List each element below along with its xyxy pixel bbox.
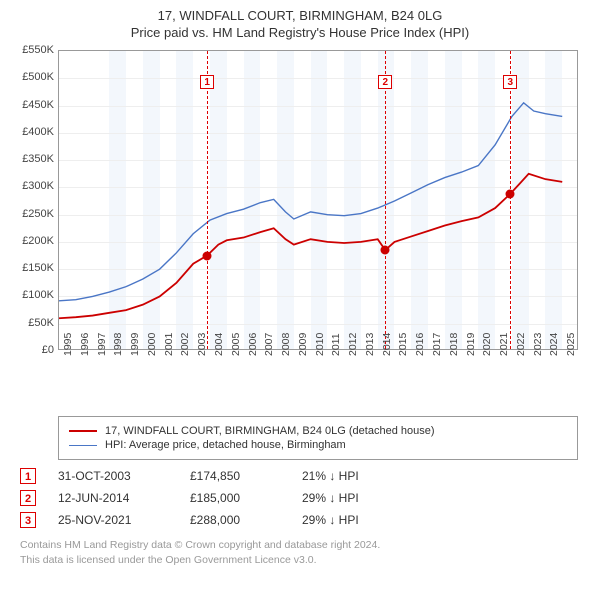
chart-container: 17, WINDFALL COURT, BIRMINGHAM, B24 0LG …	[0, 0, 600, 575]
xtick-label: 2017	[431, 333, 443, 356]
sale-marker-dot	[381, 246, 390, 255]
title-line2: Price paid vs. HM Land Registry's House …	[10, 25, 590, 40]
xtick-label: 2025	[565, 333, 577, 356]
legend-label: HPI: Average price, detached house, Birm…	[105, 439, 346, 451]
series-hpi	[59, 103, 562, 301]
legend-swatch	[69, 445, 97, 446]
sale-marker-dot	[203, 251, 212, 260]
sales-diff: 29% ↓ HPI	[302, 491, 359, 505]
sales-table: 1 31-OCT-2003 £174,850 21% ↓ HPI 2 12-JUN-201…	[20, 468, 590, 528]
sales-diff: 21% ↓ HPI	[302, 469, 359, 483]
xtick-label: 2012	[347, 333, 359, 356]
sale-marker-line	[385, 51, 386, 349]
attribution-line2: This data is licensed under the Open Gov…	[20, 553, 590, 568]
xtick-label: 2024	[548, 333, 560, 356]
xtick-label: 2003	[196, 333, 208, 356]
xtick-label: 2014	[381, 333, 393, 356]
xtick-label: 2000	[146, 333, 158, 356]
ytick-label: £150K	[10, 262, 54, 274]
xtick-label: 2004	[213, 333, 225, 356]
xtick-label: 2018	[448, 333, 460, 356]
sales-row: 3 25-NOV-2021 £288,000 29% ↓ HPI	[20, 512, 590, 528]
sales-row: 1 31-OCT-2003 £174,850 21% ↓ HPI	[20, 468, 590, 484]
xtick-label: 2008	[280, 333, 292, 356]
xtick-label: 2021	[498, 333, 510, 356]
legend-row: 17, WINDFALL COURT, BIRMINGHAM, B24 0LG …	[69, 425, 567, 437]
xtick-label: 2010	[314, 333, 326, 356]
ytick-label: £450K	[10, 99, 54, 111]
sale-marker-box: 3	[503, 75, 517, 89]
xtick-label: 1999	[129, 333, 141, 356]
sale-marker-box: 2	[378, 75, 392, 89]
ytick-label: £350K	[10, 153, 54, 165]
legend-row: HPI: Average price, detached house, Birm…	[69, 439, 567, 451]
ytick-label: £200K	[10, 235, 54, 247]
title-line1: 17, WINDFALL COURT, BIRMINGHAM, B24 0LG	[10, 8, 590, 23]
ytick-label: £50K	[10, 317, 54, 329]
xtick-label: 2016	[414, 333, 426, 356]
sale-marker-line	[207, 51, 208, 349]
legend-swatch	[69, 430, 97, 432]
attribution: Contains HM Land Registry data © Crown c…	[20, 538, 590, 567]
xtick-label: 1996	[79, 333, 91, 356]
xtick-label: 2007	[263, 333, 275, 356]
xtick-label: 2006	[247, 333, 259, 356]
sales-price: £185,000	[190, 491, 280, 505]
xtick-label: 2005	[230, 333, 242, 356]
xtick-label: 2002	[179, 333, 191, 356]
chart-wrap: 1 2 3 £0 £50K £100K £150K £200K £250K £300K £350K…	[10, 46, 590, 406]
xtick-label: 2019	[465, 333, 477, 356]
xtick-label: 1995	[62, 333, 74, 356]
xtick-label: 2001	[163, 333, 175, 356]
sales-diff: 29% ↓ HPI	[302, 513, 359, 527]
plot-area: 1 2 3	[58, 50, 578, 350]
sale-marker-line	[510, 51, 511, 349]
sales-num: 3	[20, 512, 36, 528]
ytick-label: £500K	[10, 71, 54, 83]
legend-label: 17, WINDFALL COURT, BIRMINGHAM, B24 0LG …	[105, 425, 435, 437]
xtick-label: 2011	[330, 333, 342, 356]
ytick-label: £100K	[10, 289, 54, 301]
sales-num: 2	[20, 490, 36, 506]
sales-price: £174,850	[190, 469, 280, 483]
xtick-label: 2009	[297, 333, 309, 356]
xtick-label: 1998	[112, 333, 124, 356]
sale-marker-box: 1	[200, 75, 214, 89]
xtick-label: 1997	[96, 333, 108, 356]
chart-lines-svg	[59, 51, 577, 349]
ytick-label: £550K	[10, 44, 54, 56]
sales-date: 31-OCT-2003	[58, 469, 168, 483]
series-property	[59, 174, 562, 319]
xtick-label: 2020	[481, 333, 493, 356]
sale-marker-dot	[506, 189, 515, 198]
ytick-label: £0	[10, 344, 54, 356]
xtick-label: 2023	[532, 333, 544, 356]
ytick-label: £250K	[10, 208, 54, 220]
ytick-label: £300K	[10, 180, 54, 192]
sales-row: 2 12-JUN-2014 £185,000 29% ↓ HPI	[20, 490, 590, 506]
sales-num: 1	[20, 468, 36, 484]
sales-price: £288,000	[190, 513, 280, 527]
xtick-label: 2015	[397, 333, 409, 356]
sales-date: 25-NOV-2021	[58, 513, 168, 527]
xtick-label: 2022	[515, 333, 527, 356]
title-block: 17, WINDFALL COURT, BIRMINGHAM, B24 0LG …	[10, 8, 590, 40]
legend: 17, WINDFALL COURT, BIRMINGHAM, B24 0LG …	[58, 416, 578, 460]
xtick-label: 2013	[364, 333, 376, 356]
ytick-label: £400K	[10, 126, 54, 138]
attribution-line1: Contains HM Land Registry data © Crown c…	[20, 538, 590, 553]
sales-date: 12-JUN-2014	[58, 491, 168, 505]
